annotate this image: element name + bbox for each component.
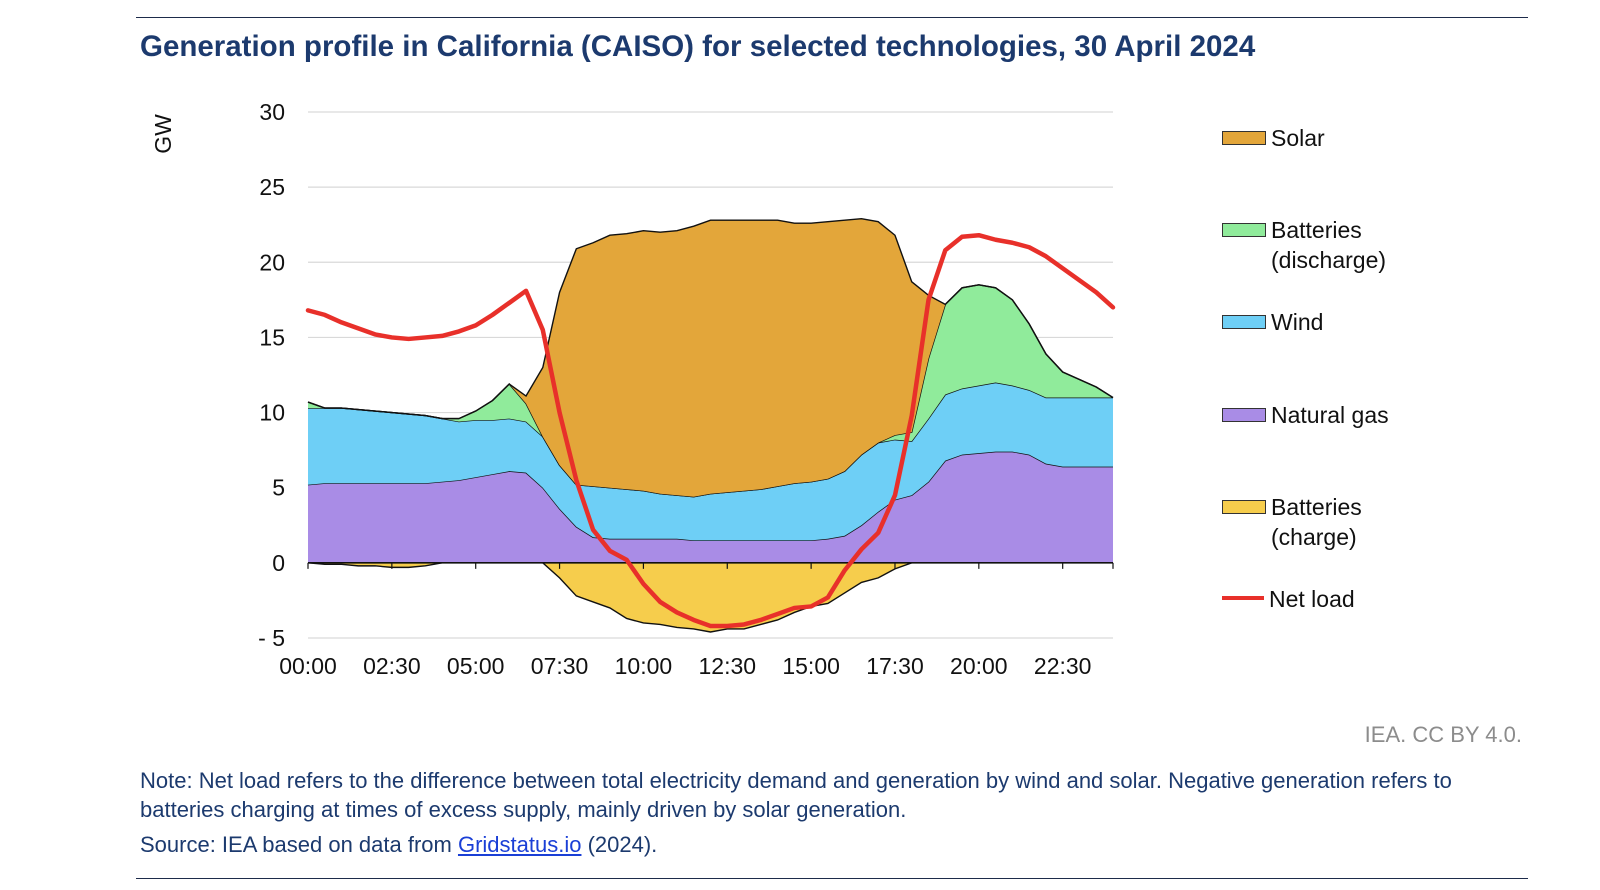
legend-label: Net load bbox=[1269, 586, 1355, 612]
legend-item-gas: Natural gas bbox=[1222, 400, 1389, 430]
top-rule bbox=[136, 17, 1528, 18]
x-tick-label: 00:00 bbox=[279, 653, 337, 679]
legend-item-batt-dis: Batteries (discharge) bbox=[1222, 215, 1386, 275]
area-solar bbox=[308, 218, 1113, 497]
x-tick-label: 17:30 bbox=[866, 653, 924, 679]
legend-swatch bbox=[1222, 315, 1266, 329]
y-tick-label: 10 bbox=[259, 400, 285, 426]
source-text: Source: IEA based on data from Gridstatu… bbox=[140, 832, 657, 858]
source-prefix: Source: IEA based on data from bbox=[140, 832, 458, 857]
area-outline-solar bbox=[307, 217, 1114, 420]
legend-swatch bbox=[1222, 596, 1264, 600]
x-tick-label: 15:00 bbox=[782, 653, 840, 679]
area-wind bbox=[308, 382, 1113, 541]
legend-swatch bbox=[1222, 131, 1266, 145]
area-natural-gas bbox=[308, 451, 1113, 563]
net-load-line bbox=[305, 232, 1116, 629]
y-axis-label: GW bbox=[150, 114, 176, 154]
area-layer bbox=[307, 217, 1114, 633]
x-tick-label: 22:30 bbox=[1034, 653, 1092, 679]
y-tick-label: 25 bbox=[259, 174, 285, 200]
x-tick-label: 05:00 bbox=[447, 653, 505, 679]
label-layer: 30 25 20 15 10 5 0 - 5 GW 00:00 02:30 05:00 07:30 10:… bbox=[150, 99, 1091, 679]
area-batteries-discharge bbox=[308, 284, 1113, 497]
legend-item-wind: Wind bbox=[1222, 307, 1323, 337]
line-layer bbox=[305, 232, 1116, 629]
x-tick-label: 07:30 bbox=[531, 653, 589, 679]
area-batteries-charge bbox=[307, 562, 1113, 633]
x-tick-label: 12:30 bbox=[698, 653, 756, 679]
legend-label: Solar bbox=[1271, 125, 1325, 151]
legend-label: Batteries (discharge) bbox=[1271, 217, 1387, 273]
legend-swatch bbox=[1222, 408, 1266, 422]
legend-swatch bbox=[1222, 500, 1266, 514]
chart-title: Generation profile in California (CAISO)… bbox=[140, 30, 1256, 63]
y-tick-label: 30 bbox=[259, 99, 285, 125]
y-tick-label: - 5 bbox=[258, 625, 285, 651]
axis-layer bbox=[307, 562, 1114, 569]
bottom-rule bbox=[136, 878, 1528, 879]
y-tick-label: 5 bbox=[272, 475, 285, 501]
y-tick-label: 0 bbox=[272, 550, 285, 576]
legend-label: Natural gas bbox=[1271, 402, 1389, 428]
legend-item-solar: Solar bbox=[1222, 123, 1325, 153]
x-tick-label: 10:00 bbox=[615, 653, 673, 679]
x-tick-label: 02:30 bbox=[363, 653, 421, 679]
source-link[interactable]: Gridstatus.io bbox=[457, 832, 582, 857]
legend-item-batt-chg: Batteries (charge) bbox=[1222, 492, 1362, 552]
legend-swatch bbox=[1222, 223, 1266, 237]
credit-text: IEA. CC BY 4.0. bbox=[1364, 722, 1522, 747]
source-suffix: (2024). bbox=[581, 832, 658, 857]
note-text: Note: Net load refers to the difference … bbox=[140, 768, 1452, 822]
legend-label: Batteries (charge) bbox=[1271, 494, 1362, 550]
y-tick-label: 20 bbox=[259, 249, 285, 275]
x-tick-label: 20:00 bbox=[950, 653, 1008, 679]
legend-label: Wind bbox=[1271, 309, 1324, 335]
legend-item-net: Net load bbox=[1222, 584, 1355, 614]
y-tick-label: 15 bbox=[259, 324, 285, 350]
